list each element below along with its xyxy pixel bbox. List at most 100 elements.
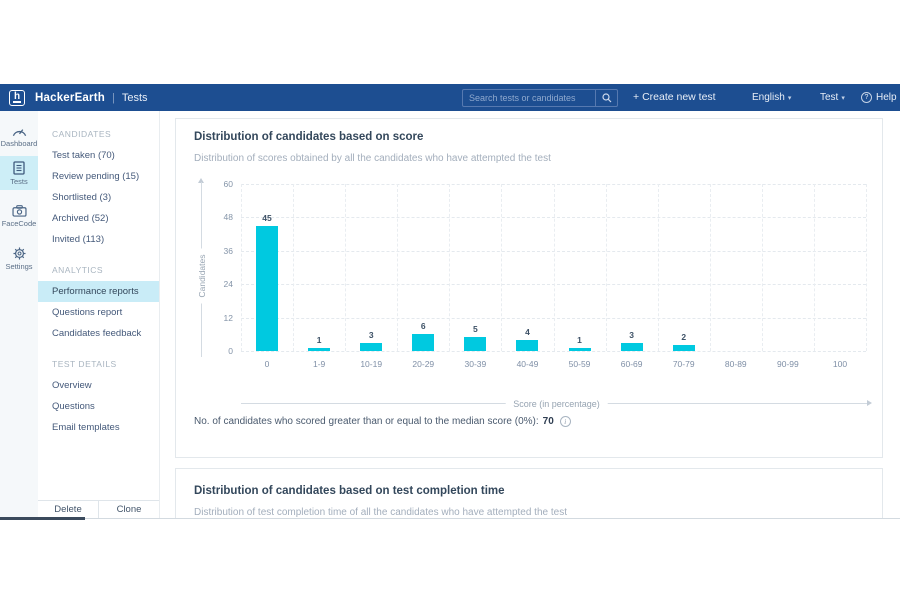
y-tick-label: 36 bbox=[223, 245, 233, 256]
help-label: Help bbox=[876, 92, 897, 103]
language-dropdown[interactable]: English ▾ bbox=[752, 84, 791, 111]
bar-1-9[interactable] bbox=[308, 348, 331, 351]
account-dropdown[interactable]: Test ▾ bbox=[820, 84, 845, 111]
tests-icon bbox=[0, 161, 38, 175]
sidebar-item-tests[interactable]: Tests bbox=[0, 156, 38, 190]
x-tick-label: 70-79 bbox=[672, 359, 695, 369]
menu-section-header: ANALYTICS bbox=[52, 265, 104, 275]
sidebar-item-shortlisted-3[interactable]: Shortlisted (3) bbox=[52, 192, 112, 203]
x-tick-label: 100 bbox=[832, 359, 848, 369]
sidebar-item-questions[interactable]: Questions bbox=[52, 401, 95, 412]
sidebar-item-test-taken-70[interactable]: Test taken (70) bbox=[52, 150, 115, 161]
viewport-bottom-border bbox=[0, 518, 900, 519]
chevron-down-icon: ▾ bbox=[841, 95, 845, 102]
brand-separator: | bbox=[111, 91, 115, 104]
sidebar-item-overview[interactable]: Overview bbox=[52, 380, 92, 391]
y-axis-label: Candidates bbox=[197, 248, 207, 304]
navbar-left: h HackerEarth | Tests bbox=[9, 84, 148, 111]
y-axis-arrow-icon bbox=[198, 178, 204, 183]
x-axis-arrow-icon bbox=[867, 400, 872, 406]
iconbar-label: Tests bbox=[10, 177, 28, 186]
bar-0[interactable] bbox=[256, 225, 279, 351]
facecode-icon bbox=[0, 205, 38, 217]
x-axis-label: Score (in percentage) bbox=[505, 399, 608, 409]
icon-sidebar: Dashboard Tests FaceCode Settings bbox=[0, 111, 38, 519]
x-tick-label: 1-9 bbox=[312, 359, 326, 369]
clone-button[interactable]: Clone bbox=[116, 504, 142, 515]
top-navbar: h HackerEarth | Tests + Create new test … bbox=[0, 84, 900, 111]
y-axis: Candidates bbox=[197, 178, 207, 357]
sidebar-item-review-pending-15[interactable]: Review pending (15) bbox=[52, 171, 140, 182]
gridline bbox=[813, 184, 815, 351]
bar-value-label: 1 bbox=[316, 335, 322, 346]
bar-10-19[interactable] bbox=[360, 342, 383, 351]
menu-section: ANALYTICS Performance reports Questions re… bbox=[38, 260, 159, 344]
sidebar-item-archived-52[interactable]: Archived (52) bbox=[52, 213, 109, 224]
gridline bbox=[345, 184, 347, 351]
score-distribution-card: Distribution of candidates based on scor… bbox=[175, 118, 883, 458]
hackerearth-logo-icon[interactable]: h bbox=[9, 89, 25, 106]
x-tick-label: 20-29 bbox=[412, 359, 435, 369]
y-tick-label: 48 bbox=[223, 212, 233, 223]
score-bar-chart: Candidates Score (in percentage) 0 12 24 36… bbox=[197, 178, 872, 409]
iconbar-label: Settings bbox=[5, 262, 33, 271]
gridline bbox=[657, 184, 659, 351]
bar-value-label: 5 bbox=[473, 324, 478, 335]
gridline bbox=[293, 184, 295, 351]
chevron-down-icon: ▾ bbox=[787, 95, 792, 102]
bar-70-79[interactable] bbox=[672, 345, 695, 351]
brand-name[interactable]: HackerEarth bbox=[35, 91, 105, 104]
search-icon[interactable] bbox=[595, 90, 617, 106]
sidebar-item-invited-113[interactable]: Invited (113) bbox=[52, 234, 105, 245]
sidebar-footer-buttons: Delete Clone bbox=[38, 500, 159, 519]
menu-section: TEST DETAILS Overview Questions Email templ… bbox=[38, 354, 159, 438]
dashboard-icon bbox=[0, 126, 38, 137]
gridline bbox=[866, 184, 867, 351]
gridline bbox=[397, 184, 399, 351]
bar-50-59[interactable] bbox=[568, 348, 591, 351]
x-tick-label: 0 bbox=[264, 359, 270, 369]
help-icon: ? bbox=[861, 92, 872, 103]
gridline bbox=[501, 184, 503, 351]
menu-section-header: CANDIDATES bbox=[52, 129, 112, 139]
gridline bbox=[449, 184, 451, 351]
sidebar-item-dashboard[interactable]: Dashboard bbox=[0, 121, 38, 152]
y-tick-label: 60 bbox=[223, 179, 233, 189]
help-button[interactable]: ? Help bbox=[861, 84, 897, 111]
sidebar-item-email-templates[interactable]: Email templates bbox=[52, 422, 120, 433]
search-box bbox=[462, 89, 618, 107]
create-new-test-button[interactable]: + Create new test bbox=[633, 84, 716, 111]
gridline bbox=[553, 184, 555, 351]
gridline bbox=[241, 184, 242, 351]
menu-section-header: TEST DETAILS bbox=[52, 359, 117, 369]
bar-60-69[interactable] bbox=[620, 342, 643, 351]
x-tick-label: 60-69 bbox=[620, 359, 643, 369]
info-icon[interactable]: i bbox=[559, 416, 571, 427]
bar-value-label: 1 bbox=[577, 335, 582, 346]
bar-40-49[interactable] bbox=[516, 339, 539, 351]
delete-button[interactable]: Delete bbox=[38, 501, 99, 519]
x-tick-label: 80-89 bbox=[724, 359, 747, 369]
sidebar-item-performance-reports[interactable]: Performance reports bbox=[38, 281, 159, 302]
logo-letter: h bbox=[13, 90, 21, 102]
x-tick-label: 30-39 bbox=[464, 359, 487, 369]
search-input[interactable] bbox=[463, 93, 595, 103]
bar-20-29[interactable] bbox=[412, 334, 435, 351]
create-new-test-label: Create new test bbox=[642, 91, 716, 103]
score-card-title: Distribution of candidates based on scor… bbox=[194, 131, 424, 143]
sidebar-item-facecode[interactable]: FaceCode bbox=[0, 200, 38, 232]
settings-icon bbox=[0, 247, 38, 260]
horizontal-scrollbar-thumb[interactable] bbox=[0, 517, 85, 520]
completion-card-title: Distribution of candidates based on test… bbox=[194, 485, 505, 497]
y-tick-label: 24 bbox=[223, 279, 233, 290]
sidebar-menu: CANDIDATES Test taken (70) Review pending … bbox=[38, 111, 160, 519]
bar-30-39[interactable] bbox=[464, 337, 487, 351]
sidebar-item-questions-report[interactable]: Questions report bbox=[52, 307, 123, 318]
median-text: No. of candidates who scored greater tha… bbox=[194, 416, 539, 427]
sidebar-item-settings[interactable]: Settings bbox=[0, 242, 38, 275]
x-tick-label: 10-19 bbox=[360, 359, 383, 369]
product-name[interactable]: Tests bbox=[121, 91, 148, 104]
sidebar-item-candidates-feedback[interactable]: Candidates feedback bbox=[52, 328, 142, 339]
logo-underline bbox=[13, 101, 21, 103]
